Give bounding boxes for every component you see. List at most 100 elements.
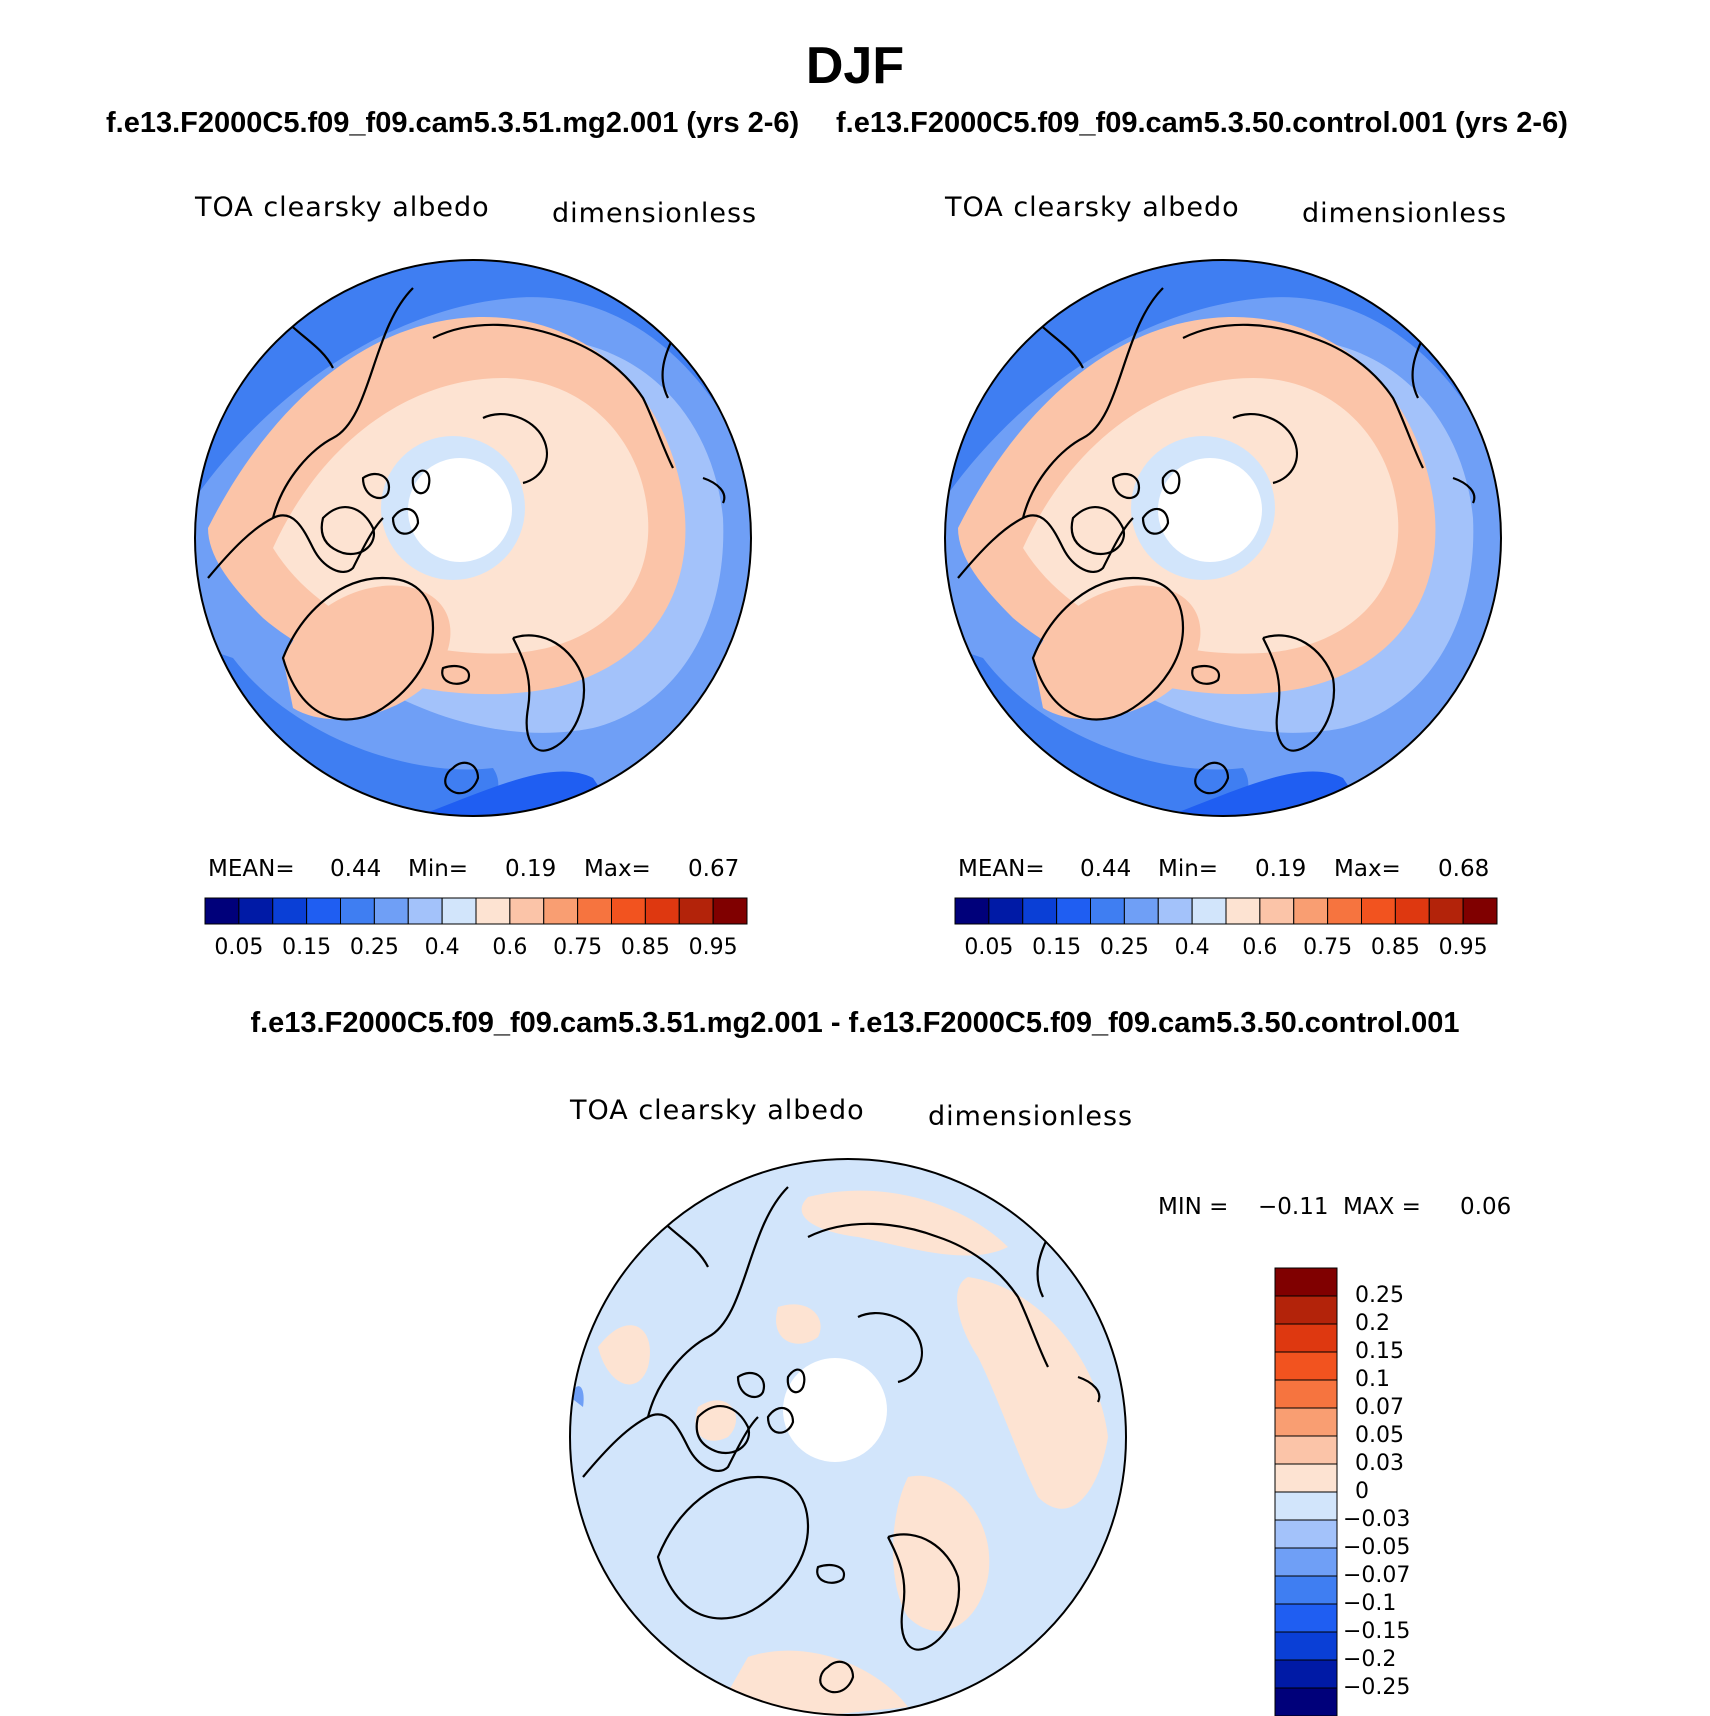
map-boundary-left xyxy=(194,259,752,817)
colorbar-box xyxy=(1274,1687,1338,1716)
colorbar-box xyxy=(712,897,748,925)
colorbar-tick-label: 0.75 xyxy=(1303,935,1353,960)
colorbar-tick-label: 0.25 xyxy=(1355,1283,1404,1308)
panel3-max-label: MAX = xyxy=(1343,1194,1421,1220)
colorbar-box xyxy=(954,897,990,925)
colorbar-box xyxy=(1022,897,1058,925)
colorbar-box xyxy=(1274,1379,1338,1409)
panel3-min-label: MIN = xyxy=(1158,1194,1229,1220)
colorbar-box xyxy=(1157,897,1193,925)
case-title-right: f.e13.F2000C5.f09_f09.cam5.3.50.control.… xyxy=(836,107,1568,139)
panel2-units: dimensionless xyxy=(1302,198,1508,229)
colorbar-tick-label: 0 xyxy=(1355,1479,1369,1504)
colorbar-box xyxy=(1225,897,1261,925)
colorbar-box xyxy=(1274,1267,1338,1297)
colorbar-tick-label: 0.6 xyxy=(1242,935,1278,960)
colorbar-box xyxy=(1090,897,1125,925)
colorbar-box xyxy=(1428,897,1464,925)
colorbar-box xyxy=(1274,1491,1338,1521)
case-title-left: f.e13.F2000C5.f09_f09.cam5.3.51.mg2.001 … xyxy=(106,107,800,139)
colorbar-tick-label: 0.85 xyxy=(1370,935,1420,960)
colorbar-tick-label: 0.07 xyxy=(1355,1395,1404,1420)
colorbar-box xyxy=(475,897,511,925)
colorbar-tick-label: −0.2 xyxy=(1343,1647,1397,1672)
colorbar-box xyxy=(306,897,341,925)
colorbar-right xyxy=(954,897,1498,925)
colorbar-tick-label: 0.05 xyxy=(1355,1423,1404,1448)
figure-title: DJF xyxy=(805,37,905,95)
map-boundary-right xyxy=(944,259,1502,817)
colorbar-box xyxy=(1462,897,1498,925)
colorbar-tick-label: 0.05 xyxy=(964,935,1014,960)
colorbar-box xyxy=(543,897,579,925)
colorbar-tick-label: 0.4 xyxy=(424,935,460,960)
colorbar-tick-label: −0.07 xyxy=(1343,1563,1411,1588)
colorbar-tick-label: 0.05 xyxy=(214,935,264,960)
colorbar-box xyxy=(441,897,477,925)
colorbar-tick-label: 0.15 xyxy=(1355,1339,1404,1364)
colorbar-box xyxy=(509,897,545,925)
panel1-max-label: Max= xyxy=(584,856,651,882)
colorbar-box xyxy=(1191,897,1227,925)
colorbar-tick-label: 0.95 xyxy=(688,935,738,960)
panel2-variable: TOA clearsky albedo xyxy=(945,192,1240,223)
panel3-variable: TOA clearsky albedo xyxy=(570,1095,865,1126)
panel2-mean-label: MEAN= xyxy=(958,856,1045,882)
panel3-units: dimensionless xyxy=(928,1101,1134,1132)
colorbar-tick-label: 0.85 xyxy=(620,935,670,960)
colorbar-tick-label: −0.1 xyxy=(1343,1591,1397,1616)
colorbar-box xyxy=(1274,1435,1338,1465)
colorbar-box xyxy=(1274,1575,1338,1605)
colorbar-box xyxy=(238,897,274,925)
colorbar-box xyxy=(678,897,714,925)
colorbar-box xyxy=(1293,897,1329,925)
colorbar-box xyxy=(988,897,1024,925)
panel1-variable: TOA clearsky albedo xyxy=(195,192,490,223)
colorbar-box xyxy=(204,897,240,925)
colorbar-box xyxy=(1274,1603,1338,1633)
colorbar-box xyxy=(340,897,375,925)
panel2-min-label: Min= xyxy=(1158,856,1219,882)
colorbar-tick-label: 0.2 xyxy=(1355,1311,1390,1336)
colorbar-tick-label: −0.05 xyxy=(1343,1535,1411,1560)
colorbar-left xyxy=(204,897,748,925)
map-panel-difference xyxy=(570,1159,1126,1715)
colorbar-box xyxy=(1327,897,1362,925)
colorbar-box xyxy=(1123,897,1159,925)
colorbar-box xyxy=(1274,1295,1338,1325)
colorbar-box xyxy=(644,897,680,925)
panel2-min-value: 0.19 xyxy=(1255,856,1307,882)
panel3-min-value: −0.11 xyxy=(1258,1194,1329,1220)
colorbar-box xyxy=(611,897,646,925)
colorbar-box xyxy=(1274,1463,1338,1493)
colorbar-box xyxy=(373,897,409,925)
panel2-max-label: Max= xyxy=(1334,856,1401,882)
colorbar-box xyxy=(1361,897,1396,925)
colorbar-box xyxy=(1394,897,1430,925)
colorbar-box xyxy=(1274,1323,1338,1353)
colorbar-box xyxy=(577,897,612,925)
colorbar-tick-label: −0.03 xyxy=(1343,1507,1411,1532)
difference-title: f.e13.F2000C5.f09_f09.cam5.3.51.mg2.001 … xyxy=(250,1007,1460,1039)
colorbar-box xyxy=(1274,1407,1338,1437)
panel1-min-value: 0.19 xyxy=(505,856,557,882)
colorbar-tick-label: 0.1 xyxy=(1355,1367,1390,1392)
panel2-mean-value: 0.44 xyxy=(1080,856,1132,882)
map-boundary-difference xyxy=(569,1158,1127,1716)
colorbar-tick-label: 0.95 xyxy=(1438,935,1488,960)
map-panel-left xyxy=(195,260,751,816)
panel1-units: dimensionless xyxy=(552,198,758,229)
panel1-mean-value: 0.44 xyxy=(330,856,382,882)
colorbar-box xyxy=(1274,1659,1338,1689)
colorbar-tick-label: 0.6 xyxy=(492,935,528,960)
colorbar-difference xyxy=(1274,1267,1338,1716)
colorbar-tick-label: 0.4 xyxy=(1174,935,1210,960)
colorbar-box xyxy=(1056,897,1091,925)
colorbar-box xyxy=(1274,1631,1338,1661)
colorbar-tick-label: 0.15 xyxy=(1032,935,1082,960)
panel3-max-value: 0.06 xyxy=(1460,1194,1512,1220)
colorbar-box xyxy=(1259,897,1295,925)
panel1-mean-label: MEAN= xyxy=(208,856,295,882)
colorbar-tick-label: 0.03 xyxy=(1355,1451,1404,1476)
colorbar-tick-label: −0.25 xyxy=(1343,1675,1411,1700)
